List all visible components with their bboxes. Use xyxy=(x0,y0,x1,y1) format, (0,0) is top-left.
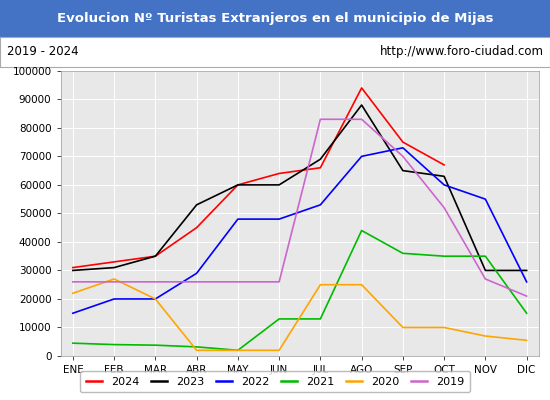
Text: http://www.foro-ciudad.com: http://www.foro-ciudad.com xyxy=(379,45,543,58)
Legend: 2024, 2023, 2022, 2021, 2020, 2019: 2024, 2023, 2022, 2021, 2020, 2019 xyxy=(80,371,470,392)
Text: Evolucion Nº Turistas Extranjeros en el municipio de Mijas: Evolucion Nº Turistas Extranjeros en el … xyxy=(57,12,493,25)
Text: 2019 - 2024: 2019 - 2024 xyxy=(7,45,78,58)
